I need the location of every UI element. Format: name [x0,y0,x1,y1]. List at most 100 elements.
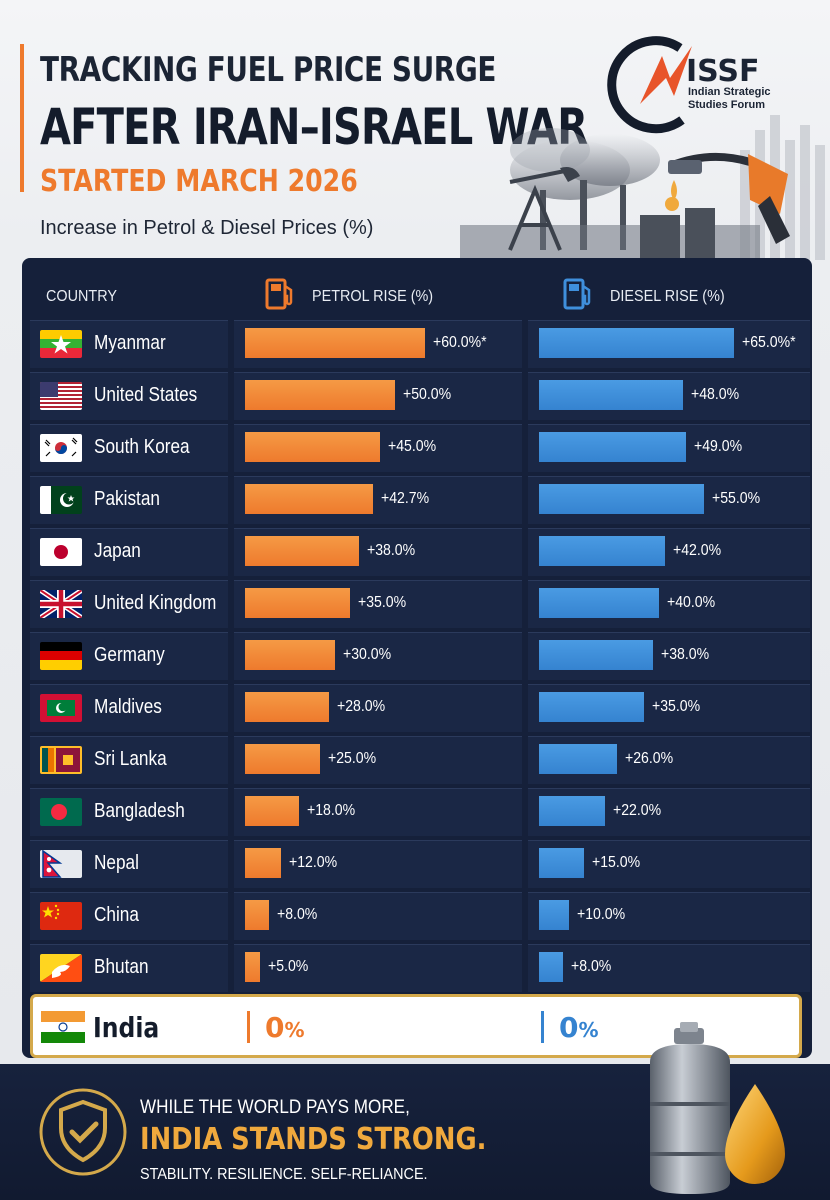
footer-line3: STABILITY. RESILIENCE. SELF-RELIANCE. [140,1166,428,1183]
petrol-bar [245,692,329,722]
diesel-value-label: +48.0% [691,386,740,403]
table-row: Pakistan +42.7% +55.0% [30,476,810,524]
petrol-value-label: +12.0% [289,854,338,871]
diesel-bar [539,588,659,618]
fuel-nozzle-icon [665,152,790,244]
shield-check-icon [39,1088,127,1176]
footer-line1: WHILE THE WORLD PAYS MORE, [140,1097,410,1118]
petrol-value-label: +50.0% [403,386,452,403]
header-accent-bar [20,44,24,192]
petrol-bar [245,952,260,982]
petrol-value-label: +60.0%* [433,334,487,351]
petrol-value-label: +42.7% [381,490,430,507]
column-header-petrol: PETROL RISE (%) [312,288,434,305]
country-name: Japan [94,540,141,562]
country-name: Sri Lanka [94,748,167,770]
country-name: Nepal [94,852,139,874]
india-diesel-number: 0 [559,1011,579,1044]
headline-line2: AFTER IRAN–ISRAEL WAR [40,98,588,156]
india-petrol-bar [247,1011,250,1043]
country-name: Pakistan [94,488,160,510]
footer-line2: INDIA STANDS STRONG. [140,1122,487,1157]
petrol-value-label: +30.0% [343,646,392,663]
china-flag-icon [40,902,82,930]
table-row: Germany +30.0% +38.0% [30,632,810,680]
petrol-bar [245,328,425,358]
petrol-value-label: +25.0% [328,750,377,767]
petrol-value-label: +35.0% [358,594,407,611]
chart-subtitle: Increase in Petrol & Diesel Prices (%) [40,217,374,239]
maldives-flag-icon [40,694,82,722]
petrol-bar [245,900,269,930]
table-row: South Korea +45.0% +49.0% [30,424,810,472]
india-diesel-bar [541,1011,544,1043]
india-petrol-number: 0 [265,1011,285,1044]
country-name: China [94,904,139,926]
pakistan-flag-icon [40,486,82,514]
logo-title: ISSF [686,54,760,89]
column-header-diesel: DIESEL RISE (%) [610,288,725,305]
table-row: United States +50.0% +48.0% [30,372,810,420]
petrol-bar [245,536,359,566]
diesel-bar [539,744,617,774]
headline-line3: STARTED MARCH 2026 [40,164,358,199]
petrol-value-label: +5.0% [268,958,309,975]
country-name: Bhutan [94,956,149,978]
india-diesel-value: 0% [559,1011,599,1044]
diesel-value-label: +38.0% [661,646,710,663]
oil-drop-icon [725,1084,785,1184]
petrol-bar [245,588,350,618]
table-row: Japan +38.0% +42.0% [30,528,810,576]
nepal-flag-icon [40,850,82,878]
india-diesel-unit: % [578,1018,599,1042]
diesel-bar [539,900,569,930]
diesel-value-label: +15.0% [592,854,641,871]
diesel-bar [539,848,584,878]
petrol-bar [245,796,299,826]
bhutan-flag-icon [40,954,82,982]
diesel-bar [539,328,734,358]
table-row: Bangladesh +18.0% +22.0% [30,788,810,836]
diesel-bar [539,952,563,982]
sri-lanka-flag-icon [40,746,82,774]
table-row: Sri Lanka +25.0% +26.0% [30,736,810,784]
uk-flag-icon [40,590,82,618]
india-flag-icon [41,1011,85,1043]
myanmar-flag-icon [40,330,82,358]
row-cell-petrol [234,840,522,888]
petrol-value-label: +45.0% [388,438,437,455]
petrol-bar [245,432,380,462]
diesel-value-label: +8.0% [571,958,612,975]
table-row: China +8.0% +10.0% [30,892,810,940]
table-row: United Kingdom +35.0% +40.0% [30,580,810,628]
petrol-value-label: +18.0% [307,802,356,819]
petrol-value-label: +8.0% [277,906,318,923]
petrol-bar [245,484,374,514]
south-korea-flag-icon [40,434,82,462]
row-cell-petrol [234,892,522,940]
petrol-bar [245,744,320,774]
oil-industry-illustration [460,115,825,260]
diesel-value-label: +55.0% [712,490,761,507]
petrol-bar [245,380,395,410]
table-row: Myanmar +60.0%* +65.0%* [30,320,810,368]
table-row: Nepal +12.0% +15.0% [30,840,810,888]
petrol-pump-icon [265,278,293,310]
india-country-name: India [93,1011,160,1044]
row-cell-diesel [528,944,810,992]
country-name: South Korea [94,436,190,458]
country-name: Myanmar [94,332,166,354]
india-petrol-unit: % [284,1018,305,1042]
row-cell-petrol [234,944,522,992]
germany-flag-icon [40,642,82,670]
diesel-value-label: +49.0% [694,438,743,455]
japan-flag-icon [40,538,82,566]
diesel-value-label: +40.0% [667,594,716,611]
country-name: United Kingdom [94,592,217,614]
diesel-bar [539,640,653,670]
diesel-bar [539,380,683,410]
country-name: United States [94,384,198,406]
diesel-value-label: +65.0%* [742,334,796,351]
petrol-bar [245,640,335,670]
